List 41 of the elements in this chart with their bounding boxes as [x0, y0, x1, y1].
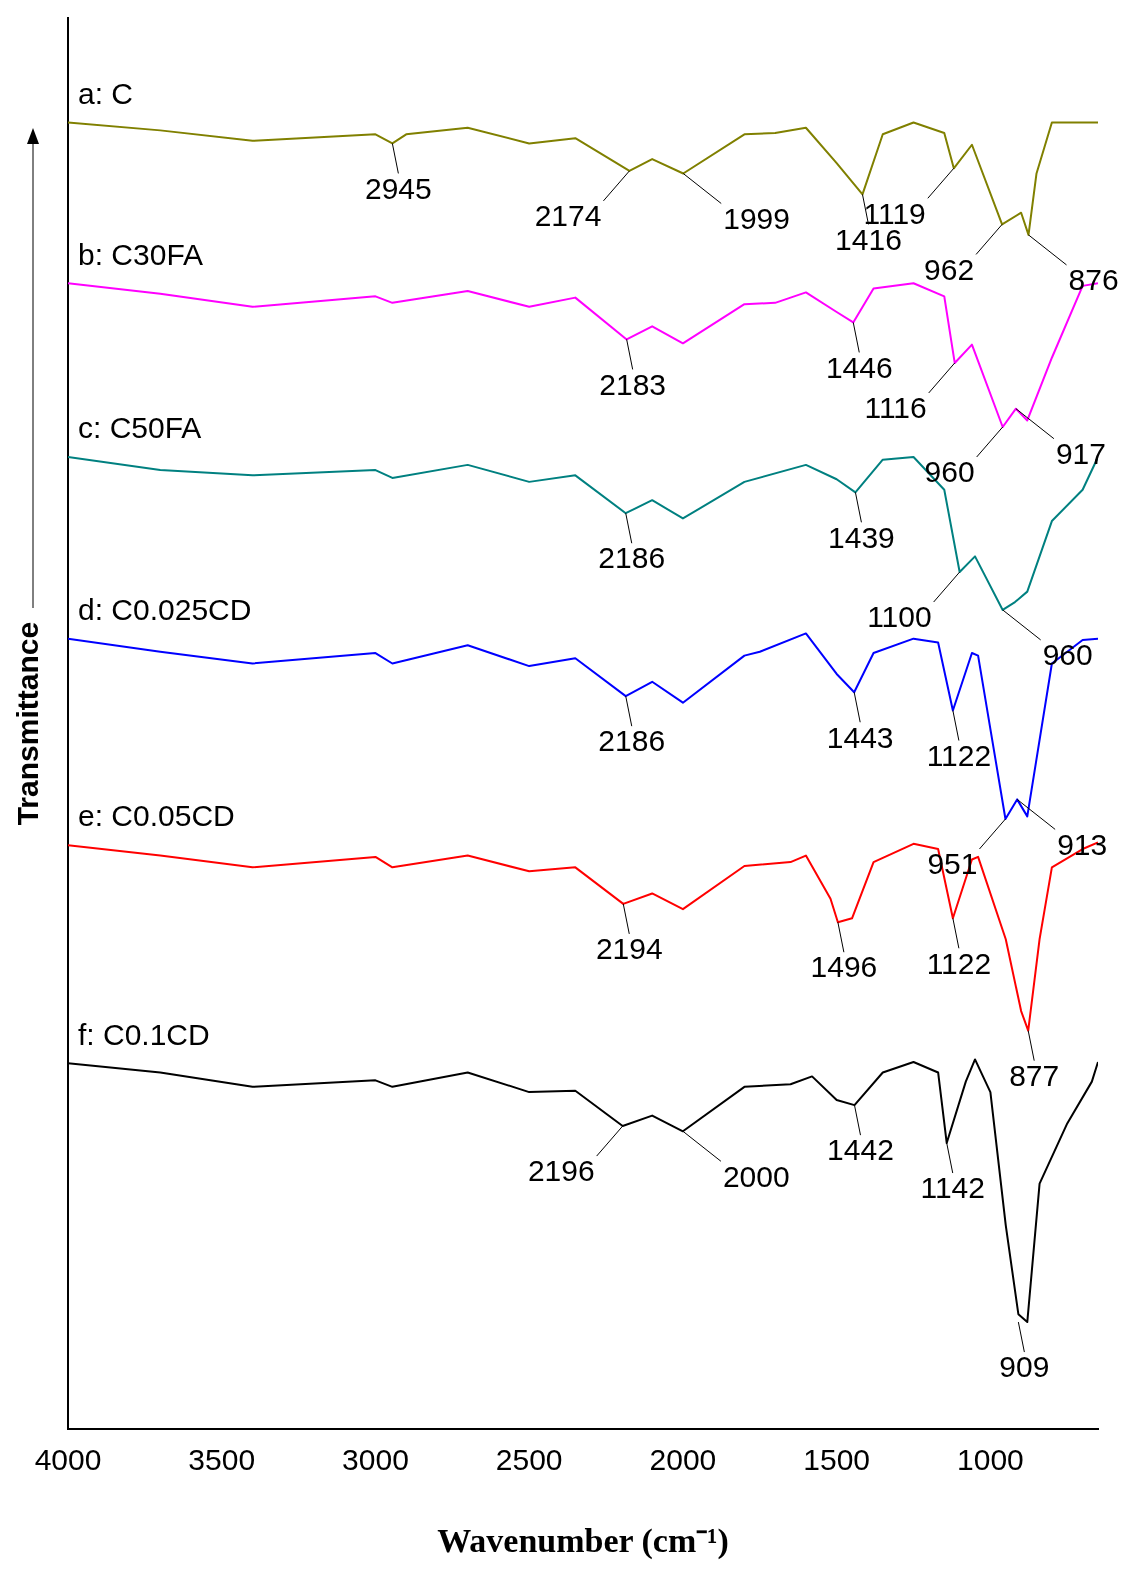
annotation: 1439: [828, 520, 895, 554]
annotation: 2186: [598, 541, 666, 575]
annotation: 1999: [723, 201, 790, 235]
annotation: 1496: [810, 950, 878, 984]
annotation: 877: [1009, 1058, 1060, 1092]
annotation: 1142: [920, 1171, 985, 1205]
annotation: 2174: [534, 199, 602, 233]
series-label: a: C: [78, 76, 134, 110]
x-tick-label: 3500: [188, 1443, 256, 1477]
series-label: c: C50FA: [78, 411, 202, 445]
annotation: 913: [1057, 827, 1108, 861]
annotation: 917: [1055, 436, 1106, 470]
series-label: b: C30FA: [78, 237, 204, 271]
annotation: 1443: [826, 720, 894, 754]
annotation: 1116: [864, 391, 927, 425]
y-axis-title: Transmittance: [11, 621, 45, 826]
annotation: 2194: [595, 932, 663, 966]
annotation: 1446: [825, 350, 893, 384]
annotation: 960: [924, 455, 975, 489]
annotation: 2196: [527, 1154, 595, 1188]
annotation: 1100: [867, 600, 932, 634]
annotation: 2186: [598, 724, 666, 758]
x-tick-label: 1500: [803, 1443, 871, 1477]
annotation: 1442: [827, 1133, 894, 1167]
annotation: 1122: [926, 738, 992, 772]
annotation: 909: [999, 1350, 1050, 1384]
annotation: 962: [924, 252, 975, 286]
annotation: 2945: [365, 171, 432, 205]
series-label: f: C0.1CD: [78, 1017, 210, 1051]
x-tick-label: 1000: [957, 1443, 1024, 1477]
x-tick-label: 3000: [342, 1443, 409, 1477]
x-tick-label: 2000: [649, 1443, 717, 1477]
x-axis-title: Wavenumber (cm⁻¹): [437, 1522, 729, 1561]
x-tick-label: 2500: [495, 1443, 563, 1477]
series-label: d: C0.025CD: [78, 592, 252, 626]
annotation: 2000: [722, 1159, 790, 1193]
annotation: 2183: [599, 367, 667, 401]
x-tick-label: 4000: [34, 1443, 102, 1477]
annotation: 1122: [926, 946, 992, 980]
annotation: 876: [1068, 263, 1119, 297]
series-label: e: C0.05CD: [78, 799, 235, 833]
